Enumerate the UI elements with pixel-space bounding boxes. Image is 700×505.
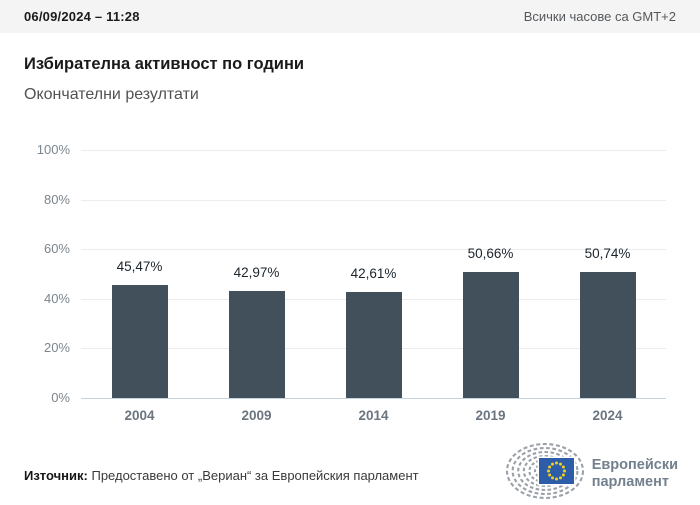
ep-logo-text-line2: парламент xyxy=(591,473,669,490)
source-text: Източник: Предоставено от „Вериан“ за Ев… xyxy=(24,468,419,483)
page-subtitle: Окончателни резултати xyxy=(24,86,199,103)
bar-value-label-2019: 50,66% xyxy=(467,246,514,262)
y-tick-label-80: 80% xyxy=(43,191,70,207)
turnout-bar-chart: 0% 20% 40% 60% 80% 100% 45,47% 2004 42,97% 2009 42… xyxy=(0,128,700,438)
y-tick-label-20: 20% xyxy=(43,340,70,356)
ep-logo-text-line1: Европейски xyxy=(591,456,678,473)
gridline-60 xyxy=(81,249,666,251)
ep-logo-text: Европейски парламент xyxy=(592,457,678,491)
gridline-0 xyxy=(81,398,666,399)
y-tick-label-60: 60% xyxy=(43,241,70,257)
ep-hemicycle-icon xyxy=(505,442,585,505)
bar-2009 xyxy=(228,291,285,398)
bar-value-label-2009: 42,97% xyxy=(233,265,280,281)
header-timezone-note: Всички часове са GMT+2 xyxy=(523,9,676,24)
bar-value-label-2014: 42,61% xyxy=(350,266,397,282)
x-axis-label-2004: 2004 xyxy=(124,408,155,423)
gridline-80 xyxy=(81,199,666,201)
x-axis-label-2009: 2009 xyxy=(241,408,272,423)
gridline-100 xyxy=(81,150,666,151)
header-datetime: 06/09/2024 – 11:28 xyxy=(24,9,140,24)
x-axis-label-2014: 2014 xyxy=(358,408,389,423)
european-parliament-logo: Европейски парламент xyxy=(505,442,678,505)
bar-2024 xyxy=(579,272,636,398)
y-tick-label-0: 0% xyxy=(51,390,70,405)
y-tick-label-100: 100% xyxy=(36,142,70,157)
bar-value-label-2004: 45,47% xyxy=(116,259,163,275)
y-tick-label-40: 40% xyxy=(43,290,70,306)
bar-2014 xyxy=(345,292,402,398)
x-axis-label-2024: 2024 xyxy=(592,408,623,423)
page-title: Избирателна активност по години xyxy=(24,55,305,73)
x-axis-label-2019: 2019 xyxy=(475,408,506,423)
bar-value-label-2024: 50,74% xyxy=(584,246,631,262)
source-detail: Предоставено от „Вериан“ за Европейския … xyxy=(87,468,419,483)
source-label: Източник: xyxy=(24,468,88,483)
bar-2004 xyxy=(111,285,168,398)
bar-2019 xyxy=(462,272,519,398)
header-bar: 06/09/2024 – 11:28 Всички часове са GMT+… xyxy=(0,0,700,33)
